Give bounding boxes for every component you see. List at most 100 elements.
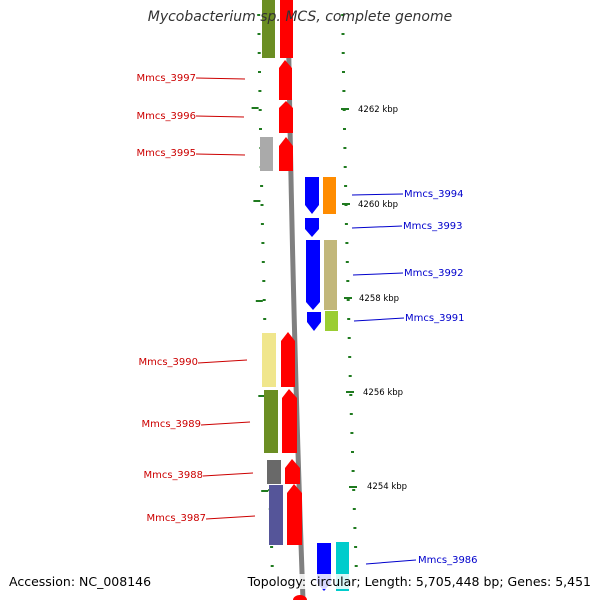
major-tick-left [258, 395, 266, 397]
gene-arrow-3994[interactable] [305, 177, 319, 214]
gene-label-3992[interactable]: Mmcs_3992 [404, 268, 464, 279]
tick-mark-right [341, 14, 345, 16]
gene-label-3993[interactable]: Mmcs_3993 [403, 221, 463, 232]
tick-mark-left [262, 299, 266, 301]
tick-mark-left [263, 318, 267, 320]
gene-arrow-3993[interactable] [305, 218, 319, 237]
gene-label-3996[interactable]: Mmcs_3996 [136, 111, 196, 122]
major-tick-left [253, 200, 261, 202]
tick-mark-left [257, 52, 261, 54]
gene-label-3994[interactable]: Mmcs_3994 [404, 189, 464, 200]
leader-line-3986 [365, 559, 417, 565]
tick-mark-left [258, 71, 261, 73]
tick-mark-right [351, 451, 354, 453]
gene-arrow-3997[interactable] [279, 60, 292, 100]
tick-mark-left [260, 204, 264, 206]
major-tick-left [251, 107, 259, 109]
tick-mark-right [346, 280, 350, 282]
gene-arrow-3996[interactable] [279, 101, 293, 133]
feature-block-darkkhaki[interactable] [324, 240, 337, 310]
tick-mark-right [346, 299, 350, 301]
tick-mark-right [348, 356, 352, 358]
feature-block-olive-2[interactable] [264, 390, 278, 453]
tick-mark-right [345, 242, 349, 244]
tick-mark-right [343, 147, 347, 149]
tick-mark-right [351, 470, 355, 472]
kbp-label-4256: 4256 kbp [363, 388, 403, 398]
tick-mark-left [257, 33, 261, 35]
tick-mark-left [257, 14, 261, 16]
tick-mark-right [343, 128, 346, 130]
feature-block-grey[interactable] [260, 137, 273, 171]
feature-block-khaki[interactable] [262, 333, 276, 387]
tick-mark-left [260, 223, 264, 225]
gene-label-3995[interactable]: Mmcs_3995 [136, 148, 196, 159]
tick-mark-right [341, 52, 345, 54]
major-tick-left [255, 300, 263, 302]
gene-label-3986[interactable]: Mmcs_3986 [418, 555, 478, 566]
tick-mark-right [347, 337, 351, 339]
tick-mark-right [345, 261, 349, 263]
tick-mark-right [353, 527, 357, 529]
leader-line-3995 [195, 153, 246, 156]
tick-mark-right [344, 185, 348, 187]
leader-line-3988 [202, 472, 254, 477]
tick-mark-right [341, 33, 345, 35]
leader-line-3992 [352, 272, 404, 276]
major-tick-left [261, 490, 269, 492]
leader-line-3996 [195, 115, 245, 118]
gene-arrow-3995[interactable] [279, 137, 293, 171]
left-labels: Mmcs_3997 Mmcs_3996 Mmcs_3995 Mmcs_3990 … [136, 73, 256, 524]
kbp-label-4258: 4258 kbp [359, 294, 399, 304]
gene-arrow-3988[interactable] [285, 459, 300, 484]
feature-block-lime[interactable] [325, 311, 338, 331]
tick-mark-right [343, 166, 347, 168]
gene-label-3987[interactable]: Mmcs_3987 [146, 513, 206, 524]
tick-mark-left [259, 128, 262, 130]
leader-line-3989 [200, 421, 251, 426]
leader-line-3991 [353, 317, 405, 322]
feature-block-orange[interactable] [323, 177, 336, 214]
feature-block-slate[interactable] [269, 485, 283, 545]
tick-mark-left [261, 242, 265, 244]
genome-title: Mycobacterium sp. MCS, complete genome [147, 9, 453, 25]
forward-features [260, 0, 307, 600]
tick-mark-right [352, 508, 356, 510]
tick-mark-right [352, 489, 356, 491]
tick-marks [251, 14, 358, 567]
topology-info: Topology: circular; Length: 5,705,448 bp… [247, 574, 591, 589]
feature-block-red-partial[interactable] [293, 595, 307, 600]
gene-arrow-3991[interactable] [307, 312, 321, 331]
tick-mark-right [347, 318, 351, 320]
leader-line-3993 [351, 225, 403, 229]
feature-block-dimgrey[interactable] [267, 460, 281, 484]
gene-label-3990[interactable]: Mmcs_3990 [138, 357, 198, 368]
gene-arrow-3989[interactable] [282, 389, 297, 453]
gene-arrow-3992[interactable] [306, 240, 320, 310]
feature-block-olive[interactable] [262, 0, 275, 58]
tick-mark-left [258, 109, 262, 111]
kbp-label-4260: 4260 kbp [358, 200, 398, 210]
kbp-label-4262: 4262 kbp [358, 105, 398, 115]
reverse-features [305, 177, 349, 591]
gene-arrow-3987[interactable] [287, 484, 302, 545]
tick-mark-right [348, 375, 352, 377]
tick-mark-left [262, 280, 266, 282]
gene-label-3991[interactable]: Mmcs_3991 [405, 313, 465, 324]
tick-mark-right [344, 223, 348, 225]
gene-label-3997[interactable]: Mmcs_3997 [136, 73, 196, 84]
tick-mark-right [354, 546, 358, 548]
leader-line-3997 [195, 77, 246, 80]
gene-label-3989[interactable]: Mmcs_3989 [141, 419, 201, 430]
right-labels: Mmcs_3994 Mmcs_3993 Mmcs_3992 Mmcs_3991 … [351, 189, 478, 566]
feature-block-red[interactable] [280, 0, 293, 58]
tick-mark-left [258, 90, 262, 92]
leader-line-3990 [197, 359, 248, 364]
gene-arrow-3990[interactable] [281, 332, 295, 387]
tick-mark-left [260, 185, 264, 187]
tick-mark-right [342, 71, 345, 73]
tick-mark-right [342, 90, 346, 92]
tick-mark-left [261, 261, 265, 263]
gene-label-3988[interactable]: Mmcs_3988 [143, 470, 203, 481]
